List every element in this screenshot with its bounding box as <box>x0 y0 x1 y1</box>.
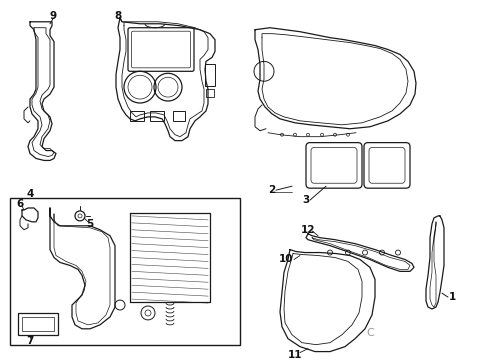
Text: 6: 6 <box>16 199 24 209</box>
Text: 4: 4 <box>26 189 34 199</box>
Text: C: C <box>366 328 374 338</box>
Bar <box>205 64 215 86</box>
Bar <box>130 111 144 121</box>
Text: 7: 7 <box>26 336 34 346</box>
Text: 10: 10 <box>279 255 293 265</box>
Bar <box>18 313 58 335</box>
Bar <box>206 89 214 97</box>
Text: 8: 8 <box>114 11 122 21</box>
Bar <box>10 198 240 345</box>
Text: 12: 12 <box>301 225 315 235</box>
Bar <box>22 317 54 331</box>
Text: 11: 11 <box>288 350 302 360</box>
Text: 9: 9 <box>49 11 56 21</box>
Text: 1: 1 <box>448 292 456 302</box>
Text: 3: 3 <box>302 195 310 205</box>
Bar <box>150 111 164 121</box>
Text: 5: 5 <box>86 219 94 229</box>
Bar <box>173 111 185 121</box>
Text: 2: 2 <box>269 185 275 195</box>
